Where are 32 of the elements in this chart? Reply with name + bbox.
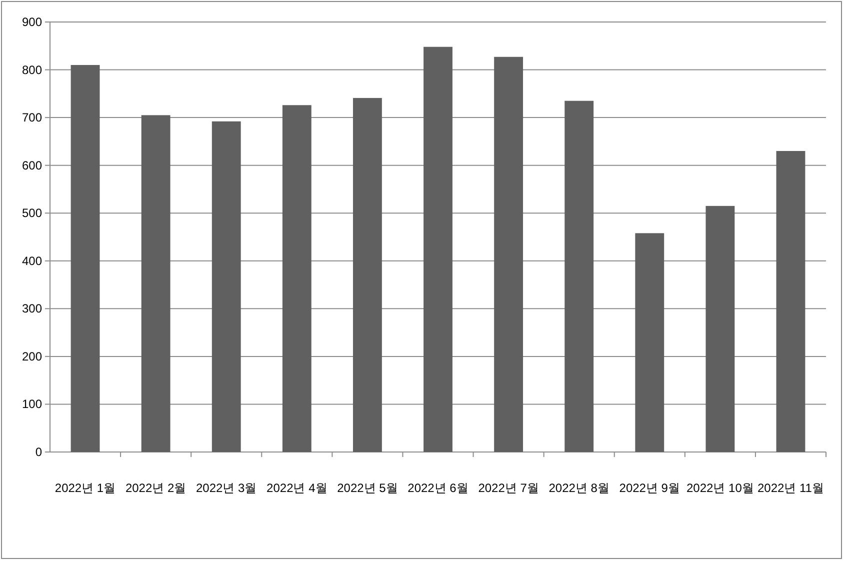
bar [70,65,100,452]
y-tick-label: 0 [35,445,42,459]
bar [424,46,452,452]
x-tick-label: 2022년 4월 [266,481,328,495]
x-tick-label: 2022년 3월 [196,481,257,495]
y-tick-label: 200 [22,349,42,364]
x-tick-label: 2022년 6월 [408,481,468,495]
y-tick-label: 900 [22,15,42,29]
bar [564,100,594,452]
bar [635,233,664,452]
y-tick-label: 700 [22,110,42,125]
bar [352,98,382,452]
bar [776,151,806,452]
y-tick-label: 400 [22,254,42,268]
x-tick-label: 2022년 11월 [757,481,824,495]
x-tick-label: 2022년 5월 [337,481,398,495]
x-tick-label: 2022년 8월 [548,481,610,495]
y-tick-label: 300 [22,302,42,316]
x-tick-label: 2022년 7월 [478,481,539,495]
x-tick-label: 2022년 2월 [125,481,186,495]
x-tick-label: 2022년 10월 [686,481,754,495]
bar [494,56,524,452]
y-tick-label: 100 [22,397,42,412]
x-tick-label: 2022년 9월 [619,481,680,495]
y-tick-label: 800 [22,62,42,77]
bar [282,105,312,452]
x-tick-label: 2022년 1월 [54,481,116,495]
bar [212,121,241,452]
y-tick-label: 500 [22,206,42,220]
y-tick-label: 600 [22,158,42,172]
bar [141,115,170,452]
bar [706,206,735,452]
